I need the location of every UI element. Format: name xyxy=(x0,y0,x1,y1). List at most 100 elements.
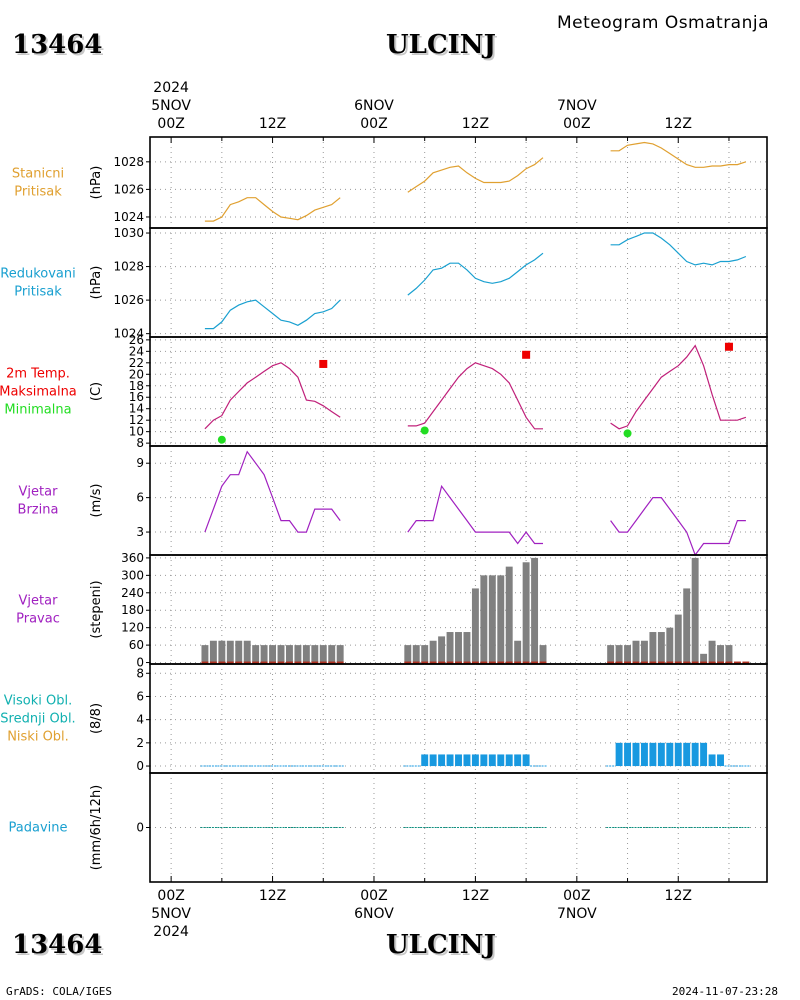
bar xyxy=(531,557,539,663)
bar xyxy=(429,640,437,663)
bar xyxy=(514,640,522,663)
time-label-bottom: 2024 xyxy=(153,924,189,940)
tmin-marker xyxy=(217,435,226,444)
bar xyxy=(674,614,682,663)
time-label-top: 5NOV xyxy=(151,98,191,114)
bar xyxy=(463,632,471,663)
time-label-bottom: 5NOV xyxy=(151,906,191,922)
time-label-bottom: 00Z xyxy=(360,888,387,904)
y-tick-label: 1024 xyxy=(113,210,144,224)
bar xyxy=(319,645,327,663)
y-tick-label: 6 xyxy=(136,491,144,505)
bar xyxy=(657,742,665,767)
y-tick-label: 12 xyxy=(129,413,144,427)
panel-label: Brzina xyxy=(18,503,59,518)
panel-label: Vjetar xyxy=(19,485,59,500)
y-tick-label: 14 xyxy=(129,402,144,416)
bar xyxy=(471,754,479,767)
panel-label: Pritisak xyxy=(14,285,62,300)
time-label-top: 00Z xyxy=(360,116,387,132)
bar xyxy=(302,645,310,663)
panel-frame xyxy=(149,772,768,883)
bar xyxy=(218,640,226,663)
series-line xyxy=(204,299,341,330)
bar xyxy=(522,562,530,663)
bar xyxy=(463,754,471,767)
city-title: ULCINJ xyxy=(386,30,496,60)
y-tick-label: 1026 xyxy=(113,293,144,307)
meteogram-chart: 102410261028(hPa)StanicniPritisak1024102… xyxy=(0,80,768,940)
bar xyxy=(615,645,623,663)
y-tick-label: 1028 xyxy=(113,155,144,169)
panel-label: Maksimalna xyxy=(0,385,77,400)
bar xyxy=(657,632,665,663)
bar xyxy=(277,645,285,663)
bar xyxy=(438,636,446,663)
series-line xyxy=(610,232,747,266)
panel-clouds: 0 2 4 6 8 (8/8) Visoki Obl. Srednji Obl. Niski O… xyxy=(0,663,768,774)
bar xyxy=(674,742,682,767)
y-tick-label: 3 xyxy=(136,525,144,539)
y-tick-label: 24 xyxy=(129,344,144,358)
tmax-marker xyxy=(522,350,531,359)
bar xyxy=(446,632,454,663)
time-label-top: 7NOV xyxy=(557,98,597,114)
y-tick-label: 2 xyxy=(136,736,144,750)
bar xyxy=(446,754,454,767)
series-line xyxy=(407,157,544,193)
y-tick-label: 1024 xyxy=(113,327,144,341)
bar xyxy=(235,640,243,663)
axis-unit: (hPa) xyxy=(89,166,104,200)
bar xyxy=(539,645,547,663)
panel-frame xyxy=(149,445,768,556)
panel-label: Niski Obl. xyxy=(7,730,69,745)
y-tick-label: 10 xyxy=(129,425,144,439)
time-label-top: 6NOV xyxy=(354,98,394,114)
bar xyxy=(700,742,708,767)
bar xyxy=(649,742,657,767)
time-label-year: 2024 xyxy=(153,80,189,96)
bar xyxy=(505,754,513,767)
panel-label: Pritisak xyxy=(14,185,62,200)
y-tick-label: 1028 xyxy=(113,260,144,274)
panel-label: Visoki Obl. xyxy=(4,694,72,709)
y-tick-label: 18 xyxy=(129,379,144,393)
axis-unit: (C) xyxy=(89,382,104,401)
bar xyxy=(412,645,420,663)
bar xyxy=(294,645,302,663)
time-label-bottom: 00Z xyxy=(563,888,590,904)
series-line xyxy=(610,141,747,168)
bar xyxy=(285,645,293,663)
footer-city-title: ULCINJ xyxy=(386,930,496,960)
panel-label: Srednji Obl. xyxy=(0,712,75,727)
y-tick-label: 0 xyxy=(136,821,144,835)
bar xyxy=(514,754,522,767)
station-id: 13464 xyxy=(12,30,103,60)
panel-wind: 3 6 9 (m/s) Vjetar Brzina xyxy=(18,445,768,557)
bar xyxy=(311,645,319,663)
series-line xyxy=(407,362,543,430)
series-line xyxy=(204,362,341,430)
axis-unit: (mm/6h/12h) xyxy=(89,785,104,871)
y-tick-label: 360 xyxy=(121,551,144,565)
time-label-bottom: 12Z xyxy=(665,888,692,904)
series-line xyxy=(407,252,544,296)
y-tick-label: 20 xyxy=(129,367,144,381)
axis-unit: (hPa) xyxy=(89,266,104,300)
bar xyxy=(683,742,691,767)
y-tick-label: 16 xyxy=(129,390,144,404)
y-tick-label: 8 xyxy=(136,666,144,680)
y-tick-label: 300 xyxy=(121,568,144,582)
bar xyxy=(480,575,488,663)
y-tick-label: 26 xyxy=(129,333,144,347)
panel-label: Pravac xyxy=(16,612,60,627)
y-tick-label: 180 xyxy=(121,603,144,617)
bar xyxy=(421,754,429,767)
y-tick-label: 4 xyxy=(136,713,144,727)
series-line xyxy=(610,344,747,430)
bar xyxy=(488,575,496,663)
bar xyxy=(429,754,437,767)
bar xyxy=(607,645,615,663)
axis-unit: (stepeni) xyxy=(89,580,104,638)
y-tick-label: 1030 xyxy=(113,226,144,240)
